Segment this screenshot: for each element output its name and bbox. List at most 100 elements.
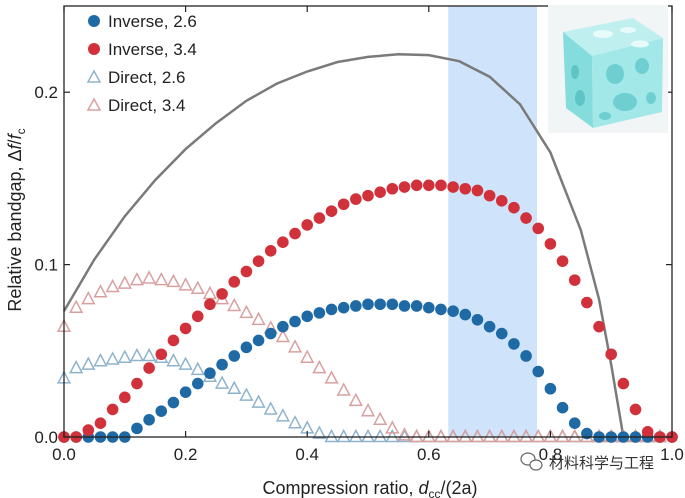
point-direct-3-4 <box>494 428 509 443</box>
point-direct-3-4 <box>69 299 84 313</box>
point-direct-3-4 <box>300 349 315 363</box>
legend-marker-direct-3-4 <box>86 97 102 111</box>
point-direct-3-4 <box>275 328 290 343</box>
point-inverse-3-4 <box>483 189 496 202</box>
legend: Inverse, 2.6 Inverse, 3.4 Direct, 2.6 Di… <box>86 12 197 115</box>
x-tick-label: 0.6 <box>417 445 441 464</box>
point-direct-3-4 <box>446 428 461 443</box>
point-direct-3-4 <box>373 411 388 426</box>
bandgap-curve <box>62 53 625 438</box>
point-direct-3-4 <box>531 428 546 443</box>
x-tick-label: 0.4 <box>295 445 319 464</box>
point-inverse-2-6 <box>374 298 386 311</box>
point-inverse-3-4 <box>629 403 642 416</box>
point-inverse-3-4 <box>556 255 569 267</box>
point-inverse-3-4 <box>155 348 168 361</box>
point-inverse-3-4 <box>423 179 435 192</box>
point-direct-3-4 <box>433 428 449 443</box>
y-tick-label: 0.0 <box>34 428 58 447</box>
point-inverse-2-6 <box>350 300 362 312</box>
point-direct-3-4 <box>397 427 412 441</box>
point-inverse-2-6 <box>423 301 435 314</box>
point-direct-3-4 <box>105 278 120 293</box>
point-direct-2-6 <box>348 428 363 443</box>
point-inverse-3-4 <box>191 310 204 323</box>
x-tick-label: 0.0 <box>52 445 76 464</box>
point-direct-2-6 <box>385 428 400 443</box>
legend-label-direct-3-4: Direct, 3.4 <box>108 96 185 115</box>
plot-frame <box>63 5 673 438</box>
point-inverse-3-4 <box>508 201 520 214</box>
point-inverse-3-4 <box>386 182 399 195</box>
point-inverse-3-4 <box>350 193 362 205</box>
point-direct-2-6 <box>129 347 145 362</box>
point-direct-3-4 <box>178 277 193 291</box>
point-inverse-2-6 <box>362 298 374 311</box>
point-inverse-3-4 <box>264 245 277 257</box>
point-direct-2-6 <box>117 349 132 363</box>
point-inverse-3-4 <box>337 198 350 211</box>
point-direct-3-4 <box>129 272 145 286</box>
point-inverse-3-4 <box>289 227 301 240</box>
point-inverse-3-4 <box>131 377 143 390</box>
point-inverse-2-6 <box>301 310 314 323</box>
point-inverse-3-4 <box>106 403 119 416</box>
point-inverse-3-4 <box>277 236 289 248</box>
point-inverse-3-4 <box>82 424 95 436</box>
point-direct-2-6 <box>69 359 84 374</box>
point-inverse-3-4 <box>617 377 630 390</box>
point-inverse-3-4 <box>179 322 192 335</box>
point-direct-3-4 <box>166 273 181 288</box>
point-inverse-2-6 <box>325 303 338 316</box>
point-inverse-2-6 <box>240 341 253 354</box>
point-inverse-3-4 <box>581 296 593 309</box>
legend-marker-inverse-3-4 <box>88 43 100 55</box>
point-direct-3-4 <box>482 428 497 443</box>
point-inverse-2-6 <box>167 396 180 409</box>
point-inverse-2-6 <box>495 327 508 340</box>
point-direct-2-6 <box>336 428 351 443</box>
point-inverse-3-4 <box>544 238 557 250</box>
point-inverse-2-6 <box>228 350 241 362</box>
point-direct-3-4 <box>117 275 132 289</box>
point-inverse-2-6 <box>191 377 204 390</box>
watermark-text: 材料科学与工程 <box>549 454 654 472</box>
point-direct-2-6 <box>105 351 120 365</box>
point-inverse-3-4 <box>471 184 484 197</box>
point-direct-2-6 <box>373 428 388 443</box>
point-direct-3-4 <box>470 428 485 443</box>
point-direct-2-6 <box>263 401 278 415</box>
point-inverse-2-6 <box>277 320 289 333</box>
point-direct-2-6 <box>239 387 254 401</box>
point-direct-3-4 <box>287 339 303 353</box>
point-inverse-3-4 <box>374 186 386 198</box>
point-inverse-2-6 <box>143 413 155 426</box>
point-inverse-2-6 <box>204 367 216 380</box>
point-inverse-3-4 <box>325 205 338 217</box>
wechat-logo-icon <box>520 452 543 471</box>
point-direct-3-4 <box>251 311 266 326</box>
point-direct-3-4 <box>385 420 400 434</box>
point-inverse-2-6 <box>532 365 545 378</box>
legend-label-inverse-2-6: Inverse, 2.6 <box>108 12 197 31</box>
point-inverse-3-4 <box>362 189 374 202</box>
point-direct-3-4 <box>324 370 339 384</box>
point-inverse-2-6 <box>398 300 411 312</box>
point-inverse-2-6 <box>544 382 557 395</box>
point-inverse-3-4 <box>94 417 107 430</box>
point-inverse-3-4 <box>520 212 532 224</box>
point-inverse-3-4 <box>447 181 459 193</box>
x-tick-label: 0.2 <box>174 445 198 464</box>
point-inverse-3-4 <box>301 219 314 231</box>
legend-marker-inverse-2-6 <box>88 15 100 27</box>
point-direct-3-4 <box>409 428 424 443</box>
point-direct-2-6 <box>142 347 157 362</box>
curve-layer <box>62 53 625 438</box>
point-inverse-3-4 <box>605 348 617 361</box>
point-direct-2-6 <box>166 353 181 367</box>
point-inverse-2-6 <box>483 320 496 333</box>
point-inverse-2-6 <box>435 303 447 316</box>
legend-label-direct-2-6: Direct, 2.6 <box>108 68 185 87</box>
point-direct-2-6 <box>360 428 376 443</box>
